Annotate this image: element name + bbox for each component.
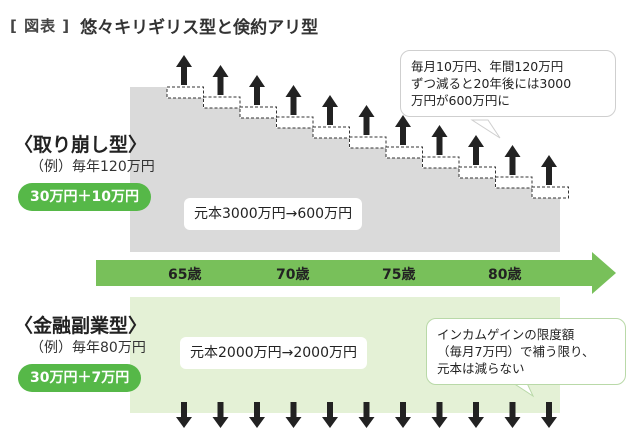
dashed-step	[531, 186, 569, 199]
withdrawal-note-tail	[470, 119, 501, 139]
arrow-down-icon	[358, 402, 375, 428]
arrow-down-icon	[541, 402, 557, 428]
age-label-80: 80歳	[488, 267, 522, 283]
withdrawal-heading: 〈取り崩し型〉	[14, 134, 148, 156]
age-label-65: 65歳	[168, 267, 202, 283]
up-arrows-group	[176, 55, 557, 185]
withdrawal-pill: 30万円＋10万円	[18, 183, 151, 211]
withdrawal-example: （例）毎年120万円	[30, 159, 155, 175]
age-label-75: 75歳	[382, 267, 416, 283]
figure-title: 悠々キリギリス型と倹約アリ型	[80, 17, 319, 38]
arrow-down-icon	[504, 402, 521, 428]
age-label-70: 70歳	[276, 267, 310, 283]
side-business-note: インカムゲインの限度額 （毎月7万円）で補う限り、 元本は減らない	[426, 318, 626, 385]
dashed-step	[312, 126, 350, 139]
dashed-step	[349, 136, 387, 149]
arrow-up-icon	[468, 135, 484, 165]
side-business-heading: 〈金融副業型〉	[14, 315, 148, 337]
dashed-step	[495, 176, 533, 189]
arrow-down-icon	[176, 402, 192, 428]
arrow-up-icon	[285, 85, 302, 115]
arrow-up-icon	[212, 65, 229, 95]
arrow-up-icon	[431, 125, 448, 155]
arrow-up-icon	[504, 145, 521, 175]
arrow-down-icon	[468, 402, 484, 428]
figure-title-row: [ 図表 ] 悠々キリギリス型と倹約アリ型	[10, 10, 318, 40]
arrow-up-icon	[395, 115, 411, 145]
side-business-pill: 30万円＋7万円	[18, 364, 142, 392]
arrow-up-icon	[322, 95, 338, 125]
dashed-step	[385, 146, 423, 159]
arrow-up-icon	[358, 105, 375, 135]
side-business-example: （例）毎年80万円	[30, 340, 146, 356]
arrow-up-icon	[176, 55, 192, 85]
dashed-step	[458, 166, 496, 179]
dashed-steps-group	[166, 86, 569, 199]
dashed-step	[276, 116, 314, 129]
arrow-down-icon	[249, 402, 265, 428]
down-arrows-group	[176, 402, 557, 428]
arrow-down-icon	[395, 402, 411, 428]
figure-label: [ 図表 ]	[10, 16, 71, 35]
arrow-down-icon	[431, 402, 448, 428]
timeline-arrow	[96, 252, 616, 294]
dashed-step	[166, 86, 204, 99]
dashed-step	[203, 96, 241, 109]
side-business-principal-box: 元本2000万円→2000万円	[180, 337, 367, 369]
withdrawal-principal-box: 元本3000万円→600万円	[184, 198, 363, 230]
dashed-step	[239, 106, 277, 119]
withdrawal-note: 毎月10万円、年間120万円 ずつ減ると20年後には3000 万円が600万円に	[400, 50, 616, 117]
arrow-down-icon	[212, 402, 229, 428]
arrow-up-icon	[249, 75, 265, 105]
dashed-step	[422, 156, 460, 169]
arrow-up-icon	[541, 155, 557, 185]
arrow-down-icon	[322, 402, 338, 428]
arrow-down-icon	[285, 402, 302, 428]
